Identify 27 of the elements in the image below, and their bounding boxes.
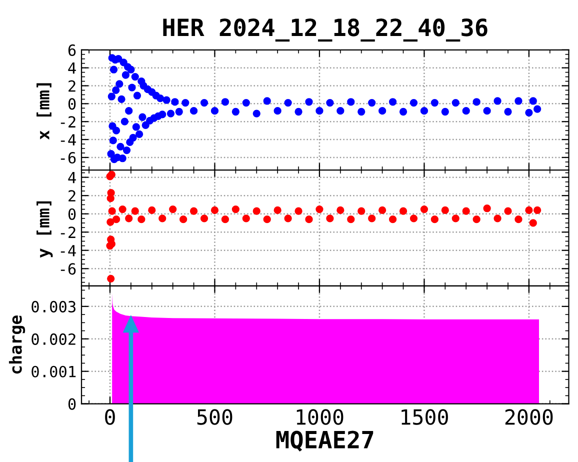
y-tick-label: -4 [60, 134, 76, 146]
y-tick-label: 2 [68, 80, 76, 92]
y-tick-label: -4 [60, 245, 76, 256]
y-tick-label: 0.003 [32, 300, 76, 312]
y-axis-title: charge [8, 315, 26, 374]
x-tick-label: 0 [105, 409, 115, 425]
y-axis-title: x [mm] [36, 83, 52, 140]
y-tick-label: 0 [68, 208, 76, 220]
y-tick-label: 6 [68, 44, 76, 56]
y-tick-label: 0 [68, 98, 76, 110]
y-tick-label: -6 [60, 263, 76, 275]
x-axis-title: MQEAE27 [276, 430, 374, 452]
y-tick-label: 0 [68, 398, 76, 410]
x-tick-label: 2000 [505, 409, 553, 425]
y-tick-label: 0.001 [32, 366, 76, 378]
y-tick-label: 4 [68, 172, 76, 184]
y-tick-label: 4 [68, 62, 76, 74]
y-tick-label: -2 [60, 226, 76, 238]
x-tick-label: 1000 [296, 409, 344, 425]
y-tick-label: 0.002 [32, 333, 76, 345]
x-tick-label: 1500 [402, 409, 448, 425]
y-tick-label: 2 [68, 190, 76, 202]
y-axis-title: y [mm] [36, 201, 53, 258]
chart-title: HER 2024_12_18_22_40_36 [163, 18, 488, 42]
x-tick-label: 500 [197, 409, 232, 425]
y-tick-label: -6 [60, 152, 76, 164]
y-tick-label: -2 [60, 116, 76, 128]
